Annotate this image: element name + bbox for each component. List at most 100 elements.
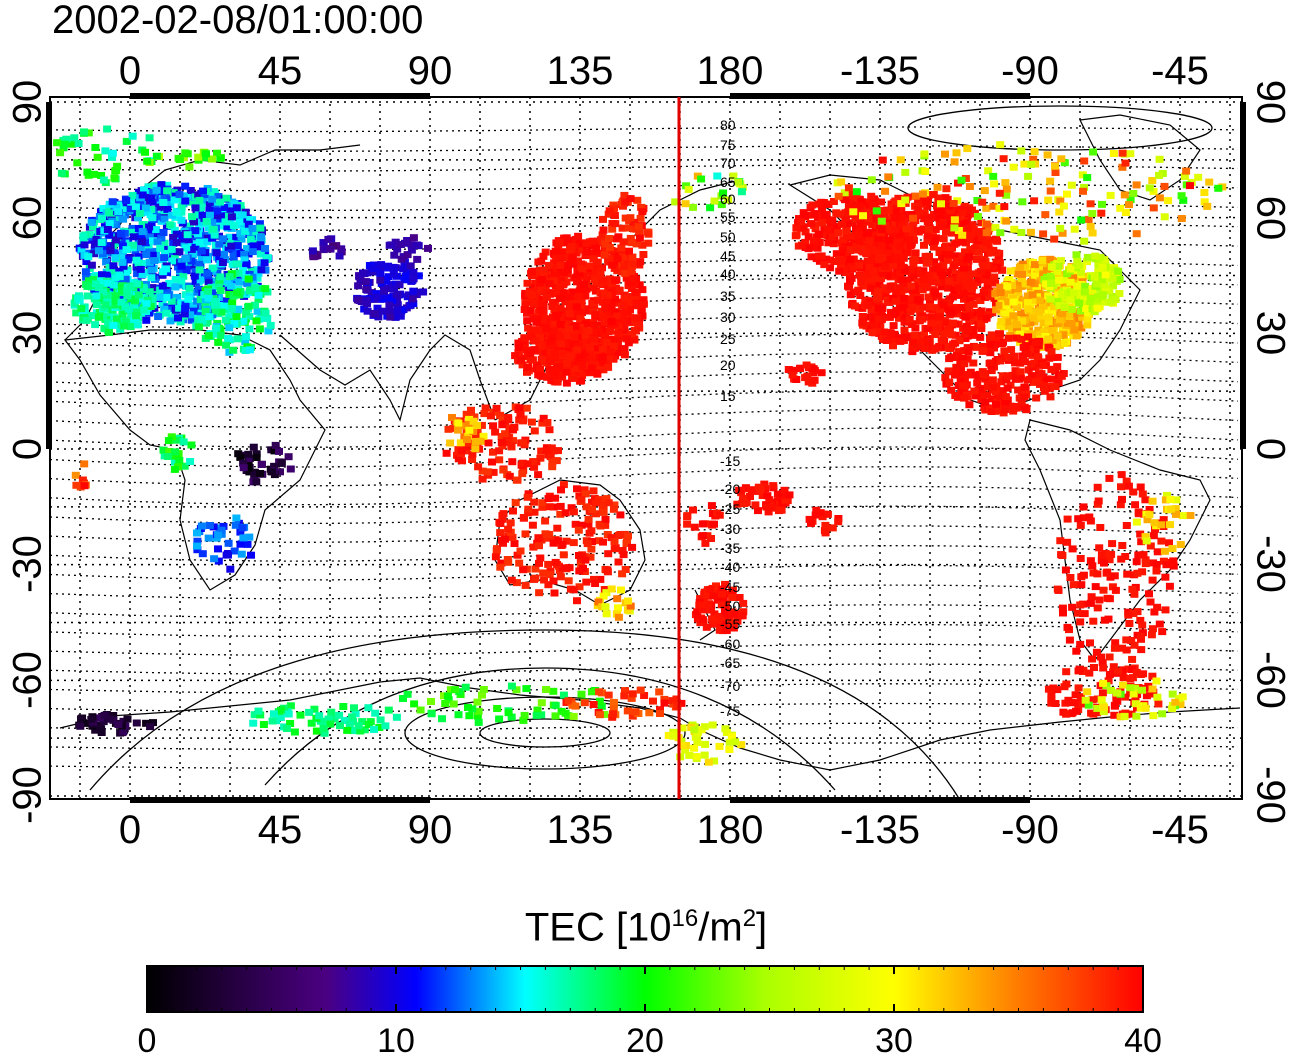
tec-cell — [984, 167, 993, 175]
tec-cell — [385, 308, 394, 315]
tec-cell — [976, 319, 985, 327]
coast-south-america — [1024, 419, 1211, 661]
tec-cell — [846, 272, 854, 280]
tec-cell — [562, 234, 571, 242]
tec-cell — [599, 226, 608, 234]
tec-cell — [612, 299, 621, 307]
tec-cell — [488, 458, 496, 466]
tec-cell — [936, 313, 945, 321]
tec-cell — [604, 363, 613, 371]
tec-cell — [535, 559, 543, 567]
tec-cell — [586, 369, 595, 377]
tec-cell — [594, 296, 603, 304]
tec-cell — [896, 337, 905, 345]
tec-cell — [232, 233, 241, 241]
tec-cell — [160, 254, 169, 262]
tec-cell — [1011, 375, 1020, 383]
tec-cell — [952, 363, 961, 371]
tec-cell — [549, 539, 558, 547]
tec-cell — [393, 291, 402, 299]
tec-cell — [870, 211, 879, 219]
tec-cell — [163, 187, 172, 195]
tec-cell — [1053, 363, 1062, 371]
tec-cell — [1015, 330, 1024, 338]
tec-cell — [555, 356, 564, 364]
tec-cell — [545, 426, 554, 434]
tec-cell — [198, 211, 207, 219]
tec-cell — [844, 208, 853, 216]
tec-cell — [1030, 318, 1039, 326]
tec-cell — [377, 261, 386, 269]
tec-cell — [819, 256, 827, 264]
tec-cell — [974, 373, 983, 381]
tec-cell — [100, 324, 109, 332]
tec-cell — [309, 253, 318, 261]
tec-cell — [729, 624, 738, 632]
tec-cell — [581, 490, 590, 498]
tec-cell — [627, 268, 635, 276]
tec-cell — [117, 236, 126, 244]
tec-cell — [115, 271, 124, 279]
tec-cell — [454, 419, 463, 427]
tec-cell — [1053, 353, 1062, 361]
tec-cell — [937, 200, 945, 208]
tec-observations — [53, 125, 1227, 766]
tec-cell — [1047, 348, 1056, 356]
tec-cell — [999, 323, 1008, 331]
tec-cell — [891, 226, 900, 234]
tec-cell — [922, 283, 931, 291]
tec-cell — [585, 262, 594, 270]
tec-cell — [960, 360, 969, 368]
tec-cell — [554, 537, 563, 545]
tec-cell — [858, 319, 867, 327]
tec-cell — [1115, 276, 1124, 283]
tec-cell — [1018, 270, 1027, 278]
tec-cell — [556, 294, 565, 302]
tec-cell — [1054, 262, 1063, 270]
tec-cell — [751, 501, 760, 509]
tec-cell — [588, 237, 597, 245]
tec-cell — [950, 262, 959, 270]
tec-cell — [944, 251, 953, 259]
tec-cell — [576, 557, 585, 565]
tec-cell — [1179, 196, 1188, 204]
tec-cell — [104, 319, 113, 327]
tec-cell — [845, 192, 854, 200]
tec-cell — [630, 295, 639, 303]
tec-cell — [924, 324, 932, 332]
tec-cell — [797, 218, 806, 226]
tec-cell — [1059, 276, 1068, 284]
tec-cell — [454, 455, 463, 463]
tec-cell — [556, 320, 565, 328]
tec-cell — [169, 234, 178, 241]
tec-cell — [531, 574, 540, 582]
tec-cell — [628, 253, 637, 261]
tec-cell — [210, 277, 219, 285]
tec-cell — [891, 197, 900, 205]
tec-cell — [380, 287, 389, 295]
tec-cell — [901, 332, 909, 340]
tec-cell — [536, 282, 544, 290]
tec-cell — [120, 322, 129, 330]
tec-cell — [956, 272, 965, 280]
tec-cell — [156, 244, 165, 252]
tec-cell — [949, 200, 958, 207]
tec-cell — [519, 514, 528, 521]
tec-cell — [944, 284, 952, 292]
tec-cell — [599, 508, 608, 516]
tec-cell — [846, 291, 855, 299]
tec-cell — [1014, 288, 1023, 296]
tec-cell — [941, 243, 949, 251]
tec-cell — [802, 361, 811, 369]
tec-cell — [917, 226, 926, 234]
tec-cell — [739, 608, 748, 616]
tec-cell — [708, 620, 717, 628]
tec-cell — [116, 283, 125, 291]
tec-cell — [601, 521, 610, 529]
tec-cell — [896, 269, 905, 277]
tec-cell — [877, 226, 886, 234]
tec-cell — [574, 232, 583, 240]
tec-cell — [644, 230, 653, 238]
tec-cell — [834, 210, 843, 218]
tec-cell — [390, 285, 398, 293]
